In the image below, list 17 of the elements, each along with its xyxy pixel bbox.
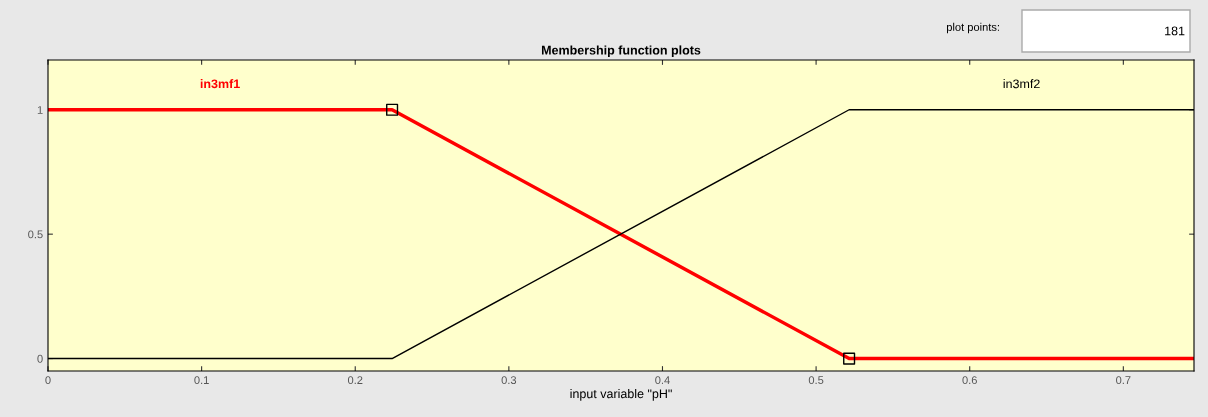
x-tick-label: 0.1: [194, 376, 209, 385]
y-tick-label: 0: [37, 354, 43, 363]
x-tick-label: 0.5: [808, 376, 824, 385]
text: 181: [1165, 26, 1185, 36]
x-tick-label: 0.4: [655, 376, 670, 385]
x-tick-label: 0: [45, 376, 51, 385]
y-tick-label: 1: [37, 106, 43, 114]
series-label: in3mf2: [1003, 79, 1040, 89]
x-tick-label: 0.6: [962, 376, 977, 385]
x-tick-label: 0.3: [501, 376, 517, 385]
text: plot points:: [946, 22, 999, 34]
y-tick-label: 0.5: [28, 230, 43, 239]
chart-title: Membership function plots: [541, 45, 701, 58]
series-label: in3mf1: [200, 79, 240, 89]
x-axis-title: input variable "pH": [570, 389, 672, 401]
x-tick-label: 0.2: [347, 376, 363, 385]
x-tick-label: 0.7: [1116, 376, 1131, 385]
